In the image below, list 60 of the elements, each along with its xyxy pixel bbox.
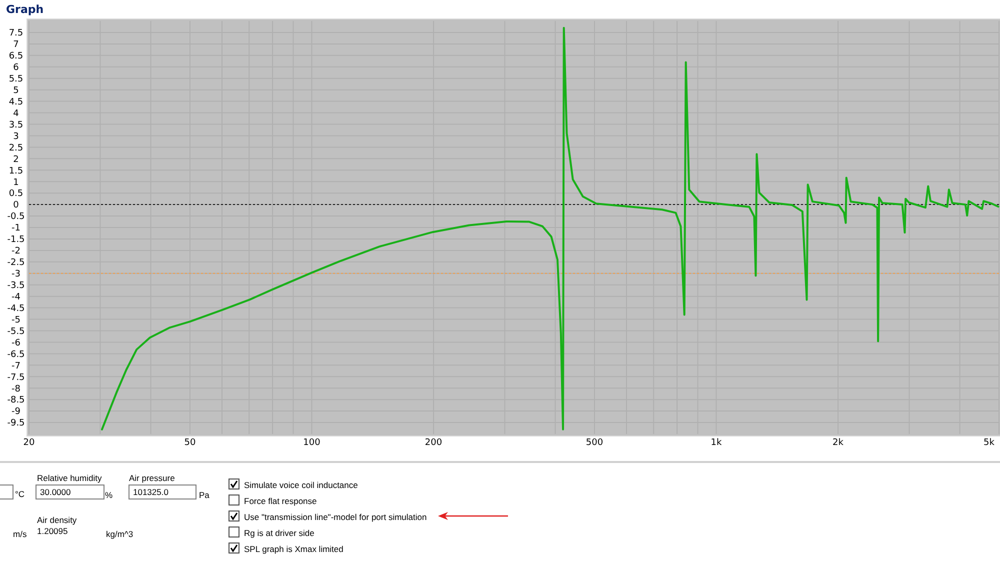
y-tick-label: 5 — [13, 86, 19, 96]
text: Pa — [199, 490, 210, 500]
y-tick-label: -4.5 — [7, 304, 25, 314]
y-tick-label: -8 — [12, 384, 21, 394]
y-tick-label: -1 — [12, 224, 20, 234]
y-tick-label: 0 — [13, 200, 20, 211]
y-tick-label: 0.5 — [8, 189, 24, 200]
y-tick-label: 3.5 — [8, 120, 24, 130]
y-tick-label: -3 — [12, 270, 20, 280]
y-tick-label: 7 — [13, 40, 19, 50]
y-tick-label: -9 — [12, 407, 21, 418]
chart-title: Graph — [6, 3, 44, 16]
text: Rg is at driver side — [244, 528, 315, 538]
y-tick-label: -5.5 — [7, 326, 25, 337]
text: SPL graph is Xmax limited — [244, 544, 344, 554]
text: kg/m^3 — [106, 529, 134, 539]
y-tick-label: -7 — [12, 361, 20, 372]
text: Simulate voice coil inductance — [244, 480, 358, 490]
x-tick-label: 100 — [303, 438, 321, 448]
y-tick-label: 1 — [13, 178, 19, 188]
x-tick-label: 2k — [832, 438, 844, 448]
text: m/s — [13, 529, 27, 539]
y-tick-label: 1.5 — [8, 166, 24, 176]
y-tick-label: -6.5 — [7, 350, 25, 360]
text: 1.20095 — [37, 526, 68, 536]
y-tick-label: -7.5 — [7, 372, 25, 383]
y-tick-label: -2.5 — [7, 258, 25, 268]
y-tick-label: -9.5 — [7, 418, 25, 429]
y-tick-label: -5 — [12, 315, 20, 326]
y-tick-label: 2 — [13, 154, 19, 165]
y-tick-label: 4 — [13, 108, 20, 119]
text: 30.0000 — [40, 487, 71, 497]
text: Use "transmission line"-model for port simulation — [244, 512, 427, 522]
x-tick-label: 5k — [984, 438, 996, 448]
y-tick-label: 6 — [13, 63, 20, 74]
text: °C — [15, 489, 25, 499]
x-tick-label: 1k — [710, 438, 723, 448]
y-tick-label: -2 — [12, 246, 20, 257]
text: % — [105, 490, 113, 500]
y-tick-label: 6.5 — [8, 52, 24, 62]
y-tick-label: 7.5 — [8, 28, 24, 39]
x-tick-label: 20 — [23, 438, 35, 448]
y-tick-label: -4 — [12, 292, 21, 302]
y-tick-label: -8.5 — [7, 396, 25, 406]
text: 101325.0 — [133, 487, 169, 497]
y-tick-label: 5.5 — [8, 74, 24, 85]
text: Air density — [37, 515, 78, 525]
y-tick-label: 4.5 — [8, 97, 24, 108]
y-tick-label: -3.5 — [7, 281, 25, 292]
text: Force flat response — [244, 496, 318, 506]
x-tick-label: 50 — [184, 438, 196, 448]
x-tick-label: 200 — [424, 438, 442, 448]
y-tick-label: -0.5 — [7, 212, 25, 222]
x-tick-label: 500 — [586, 438, 604, 448]
y-tick-label: -6 — [12, 338, 21, 348]
y-tick-label: 3 — [13, 132, 19, 142]
text: Relative humidity — [37, 473, 102, 483]
text: Air pressure — [129, 473, 176, 483]
y-tick-label: 2.5 — [8, 143, 24, 154]
y-tick-label: -1.5 — [7, 235, 25, 246]
